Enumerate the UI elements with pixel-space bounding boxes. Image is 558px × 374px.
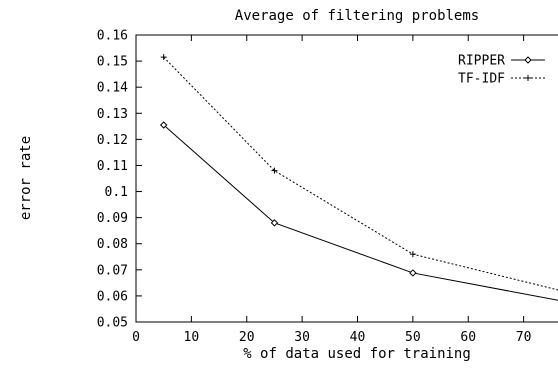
x-tick-label: 60 xyxy=(460,330,476,345)
y-tick-label: 0.14 xyxy=(97,81,128,96)
x-tick-label: 10 xyxy=(184,330,200,345)
y-tick-label: 0.11 xyxy=(97,159,128,174)
data-point-tf-idf xyxy=(409,251,416,258)
series-line-tf-idf xyxy=(163,56,558,291)
y-tick-label: 0.1 xyxy=(105,185,128,200)
y-tick-label: 0.15 xyxy=(97,55,128,70)
x-tick-label: 20 xyxy=(239,330,255,345)
data-point-ripper xyxy=(159,121,168,129)
x-tick-label: 40 xyxy=(350,330,366,345)
y-tick-label: 0.12 xyxy=(97,133,128,148)
y-tick-label: 0.16 xyxy=(97,29,128,44)
y-tick-label: 0.06 xyxy=(97,289,128,304)
y-axis-label: error rate xyxy=(18,136,34,220)
y-tick-label: 0.13 xyxy=(97,107,128,122)
x-axis-label: % of data used for training xyxy=(243,346,471,362)
y-tick-label: 0.07 xyxy=(97,263,128,278)
data-point-tf-idf xyxy=(271,167,278,174)
legend-marker-tf-idf xyxy=(525,75,531,81)
series-line-ripper xyxy=(163,124,558,301)
y-tick-label: 0.05 xyxy=(97,316,128,331)
x-tick-label: 30 xyxy=(294,330,310,345)
legend-label-ripper: RIPPER xyxy=(458,54,505,69)
x-tick-label: 0 xyxy=(132,330,140,345)
y-tick-label: 0.08 xyxy=(97,237,128,252)
legend: RIPPER TF-IDF xyxy=(458,54,545,87)
x-tick-label: 70 xyxy=(516,330,532,345)
y-tick-label: 0.09 xyxy=(97,211,128,226)
data-point-ripper xyxy=(270,219,279,227)
x-tick-label: 50 xyxy=(405,330,421,345)
x-axis: 01020304050607080 xyxy=(132,35,532,345)
data-point-tf-idf xyxy=(160,54,167,61)
legend-label-tf-idf: TF-IDF xyxy=(458,72,505,87)
series-layer xyxy=(159,54,558,301)
y-axis: 0.05 0.06 0.07 0.08 0.09 0.1 0.11 0.12 0.13 0.14 0… xyxy=(97,29,142,331)
chart-title: Average of filtering problems xyxy=(235,8,479,24)
data-point-ripper xyxy=(409,269,417,277)
legend-marker-ripper xyxy=(524,56,532,64)
